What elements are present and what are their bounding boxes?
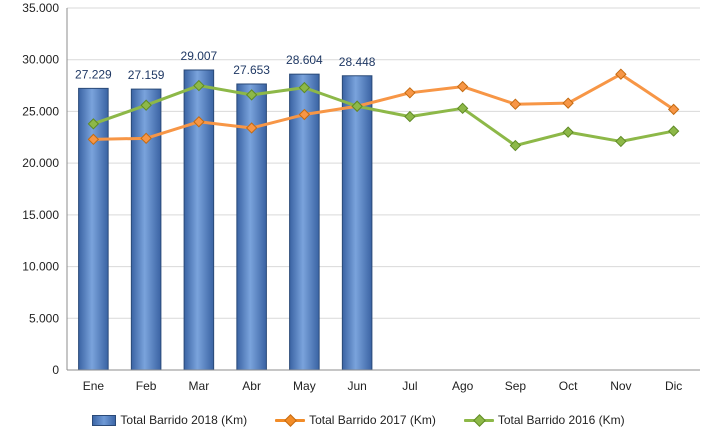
line-point: [667, 125, 680, 137]
line-point: [298, 108, 311, 121]
x-tick-label: May: [293, 379, 316, 393]
y-tick-label: 10.000: [22, 260, 59, 274]
line-point: [404, 110, 416, 123]
line-series-2017: [93, 72, 675, 141]
line-point: [667, 103, 680, 116]
x-tick-label: Ago: [452, 379, 474, 393]
line-point: [562, 97, 574, 109]
line-point: [140, 132, 152, 145]
bar: [78, 87, 109, 371]
legend-swatch-line-orange: [275, 414, 306, 427]
x-tick-label: Jul: [402, 379, 417, 393]
bar-data-label: 27.653: [233, 63, 270, 77]
y-tick-label: 15.000: [22, 208, 59, 222]
bar-data-label: 27.229: [75, 67, 112, 81]
line-point: [615, 135, 627, 148]
bar-data-label: 28.448: [339, 55, 376, 69]
line-point: [87, 118, 100, 130]
legend-item-2018: Total Barrido 2018 (Km): [92, 413, 247, 427]
y-tick-label: 20.000: [22, 156, 59, 170]
line-point: [456, 80, 469, 93]
y-tick-label: 5.000: [29, 311, 59, 325]
line-point: [562, 126, 574, 138]
x-tick-label: Jun: [347, 379, 366, 393]
bar-data-labels: 27.229 27.159 29.007 27.653 28.604 28.448: [75, 49, 376, 82]
bar: [341, 75, 373, 371]
bar: [183, 69, 215, 371]
bar-data-label: 27.159: [128, 68, 165, 82]
bar: [236, 83, 267, 371]
line-point: [615, 68, 627, 80]
line-point: [509, 139, 522, 152]
line-point: [245, 122, 258, 134]
line-point: [404, 87, 416, 99]
line-point: [193, 79, 205, 92]
x-tick-label: Ene: [83, 379, 105, 393]
line-point: [456, 102, 469, 115]
x-tick-label: Oct: [559, 379, 578, 393]
x-tick-label: Dic: [665, 379, 682, 393]
bar-data-label: 28.604: [286, 53, 323, 67]
line-point: [351, 100, 363, 112]
bar: [289, 73, 320, 371]
legend-label-2017: Total Barrido 2017 (Km): [309, 413, 436, 427]
gridlines: [67, 7, 700, 319]
x-tick-label: Mar: [189, 379, 210, 393]
line-point: [140, 99, 152, 111]
y-tick-label: 0: [52, 363, 59, 377]
x-tick-label: Sep: [505, 379, 527, 393]
legend-swatch-bar: [92, 414, 117, 426]
line-series: [87, 68, 680, 152]
bar: [130, 88, 162, 371]
legend-item-2017: Total Barrido 2017 (Km): [275, 413, 436, 427]
legend: Total Barrido 2018 (Km) Total Barrido 20…: [0, 408, 717, 432]
legend-label-2016: Total Barrido 2016 (Km): [497, 413, 625, 427]
line-point: [245, 89, 258, 101]
bar-data-label: 29.007: [181, 49, 218, 63]
line-point: [298, 81, 311, 94]
line-series-2016: [92, 84, 674, 148]
line-point: [87, 133, 100, 146]
x-axis: Ene Feb Mar Abr May Jun Jul Ago Sep Oct Nov Dic: [67, 369, 700, 393]
legend-label-2018: Total Barrido 2018 (Km): [120, 413, 248, 427]
y-axis: 0 5.000 10.000 15.000 20.000 25.000 30.000 35.0…: [22, 1, 68, 377]
y-tick-label: 35.000: [22, 1, 59, 15]
line-point: [193, 116, 205, 128]
legend-item-2016: Total Barrido 2016 (Km): [463, 413, 625, 427]
line-point: [509, 98, 522, 110]
legend-swatch-line-green: [463, 414, 494, 427]
x-tick-label: Abr: [242, 379, 261, 393]
x-tick-label: Nov: [610, 379, 631, 393]
y-tick-label: 25.000: [22, 104, 59, 118]
y-tick-label: 30.000: [22, 53, 59, 67]
x-tick-label: Feb: [136, 379, 157, 393]
